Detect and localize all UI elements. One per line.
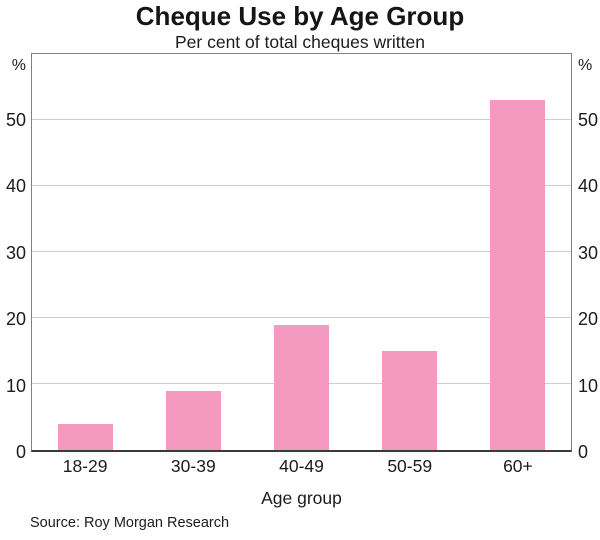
y-tick-label-50: 50 [5,109,26,130]
bar-60+ [489,100,545,450]
y-tick-label-0: 0 [578,442,589,462]
y-tick-label-20: 20 [5,309,26,330]
y-tick-label-40: 40 [5,176,26,197]
x-tick-label-50-59: 50-59 [387,456,433,476]
gridline-20 [32,317,571,319]
gridline-50 [32,119,571,120]
x-axis-title: Age group [261,488,342,508]
bar-40-49 [274,324,329,450]
x-axis-labels: 18-29 30-39 40-49 50-59 60+ [31,456,572,477]
plot-area [31,53,572,452]
y-tick-label-0: 0 [15,442,26,462]
chart-title: Cheque Use by Age Group [135,1,465,31]
chart-subtitle: Per cent of total cheques written [175,32,425,52]
y-tick-label-20: 20 [578,309,599,330]
x-tick-label-40-49: 40-49 [279,456,324,476]
bar-30-39 [166,390,222,450]
y-tick-label-10: 10 [578,375,599,396]
y-tick-label-50: 50 [578,109,599,130]
y-tick-label-30: 30 [5,242,26,263]
bar-50-59 [381,351,437,450]
x-tick-label-60+: 60+ [503,456,533,476]
y-tick-label-30: 30 [578,242,599,263]
y-tick-label-10: 10 [5,375,26,396]
y-axis-unit-right: % [578,57,593,74]
source-note: Source: Roy Morgan Research [30,515,230,531]
bar-18-29 [58,423,114,450]
x-tick-label-30-39: 30-39 [170,456,216,476]
y-tick-label-40: 40 [578,176,599,197]
y-axis-labels-left: 0 10 20 30 40 50 [0,53,26,463]
gridline-30 [32,251,571,252]
x-tick-label-18-29: 18-29 [62,456,108,476]
y-axis-unit-left: % [11,57,26,74]
gridline-40 [32,185,571,187]
y-axis-labels-right: 0 10 20 30 40 50 [578,53,600,463]
